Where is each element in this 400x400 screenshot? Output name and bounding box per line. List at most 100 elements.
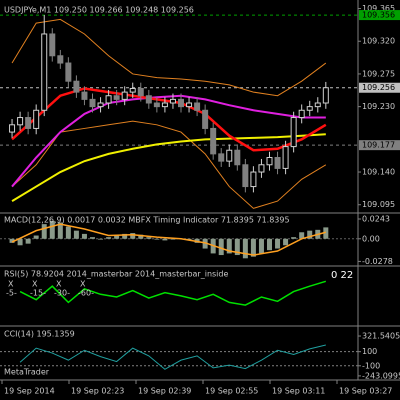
price-label: 109.177 (362, 141, 395, 150)
y-tick-label: -100 (362, 361, 380, 370)
pane-title: CCI(14) 195.1359 (4, 330, 75, 339)
candle-body (113, 95, 120, 100)
candle-body (322, 87, 329, 104)
corner-text: 0 22 (331, 270, 353, 281)
histogram-bar (73, 230, 79, 239)
candle-body (129, 87, 136, 93)
histogram-bar (218, 238, 224, 256)
histogram-bar (25, 238, 31, 244)
period-label: -15- (30, 289, 46, 298)
y-tick-label: 100 (362, 347, 377, 356)
candle-body (41, 33, 48, 111)
indicator-line (11, 120, 327, 209)
candle-body (137, 87, 144, 97)
y-tick-label: 109.275 (362, 69, 395, 78)
candle-body (65, 62, 72, 82)
candle-body (274, 157, 281, 169)
price-label: 109.256 (362, 83, 395, 92)
candle-body (266, 157, 273, 166)
histogram-bar (267, 238, 272, 251)
histogram-bar (146, 237, 152, 239)
candle-body (290, 117, 297, 148)
histogram-bar (234, 238, 240, 256)
candle-body (169, 98, 176, 104)
marker: X (32, 280, 38, 289)
period-label: -5- (6, 289, 17, 298)
histogram-bar (106, 237, 112, 239)
watermark: MetaTrader (4, 368, 50, 377)
marker: X (8, 280, 14, 289)
y-tick-label: 109.140 (362, 168, 395, 177)
candle-body (250, 171, 257, 188)
histogram-bar (65, 226, 71, 239)
y-tick-label: 109.230 (362, 102, 395, 111)
pane-title: USDJPYe,M1 109.250 109.266 109.248 109.2… (4, 6, 194, 15)
candle-body (298, 109, 305, 119)
histogram-bar (202, 238, 208, 249)
histogram-bar (90, 237, 95, 239)
candle-body (105, 95, 112, 104)
candle-body (226, 149, 233, 162)
histogram-bar (122, 233, 128, 239)
candle-body (9, 124, 16, 133)
candle-body (17, 117, 24, 126)
histogram-bar (242, 238, 248, 259)
candle-body (49, 33, 56, 57)
histogram-bar (49, 220, 55, 239)
indicator-line (11, 18, 327, 97)
period-label: -30- (54, 289, 70, 298)
candle-body (194, 102, 201, 111)
histogram-bar (81, 233, 87, 239)
histogram-bar (98, 238, 104, 240)
candle-body (282, 146, 289, 169)
y-tick-label: 109.095 (362, 200, 395, 209)
histogram-bar (33, 235, 39, 239)
price-label-box (359, 10, 400, 21)
price-label-box (359, 140, 400, 151)
histogram-bar (299, 232, 305, 239)
candle-body (186, 102, 193, 108)
indicator-line (19, 280, 327, 306)
candle-body (306, 106, 313, 111)
histogram-bar (258, 238, 264, 254)
indicator-line (11, 133, 326, 202)
y-tick-label: 109.365 (362, 4, 395, 13)
histogram-bar (154, 238, 160, 240)
histogram-bar (130, 233, 136, 239)
histogram-bar (291, 237, 297, 239)
y-tick-label: -243.0995 (362, 371, 400, 380)
x-tick-label: 19 Sep 03:27 (339, 387, 392, 396)
candle-body (153, 102, 160, 108)
y-tick-label: 0.0243 (362, 215, 390, 224)
marker: X (80, 280, 86, 289)
histogram-bar (57, 222, 63, 239)
indicator-line (11, 223, 327, 256)
candle-body (210, 127, 217, 155)
candle-body (57, 55, 64, 64)
histogram-bar (41, 224, 47, 239)
y-tick-label: 321.5405 (362, 332, 400, 341)
indicator-line (11, 87, 327, 152)
indicator-line (19, 344, 326, 370)
candle-body (178, 98, 184, 108)
candle-body (121, 91, 128, 100)
candle-body (145, 95, 152, 104)
price-label-box (359, 82, 400, 93)
candle-body (81, 91, 88, 100)
histogram-bar (323, 227, 329, 239)
histogram-bar (307, 230, 313, 239)
candle-body (73, 80, 80, 93)
candle-body (161, 102, 168, 108)
histogram-bar (114, 235, 120, 239)
histogram-bar (283, 238, 289, 246)
x-tick-label: 19 Sep 02:39 (138, 387, 191, 396)
marker: X (56, 280, 62, 289)
candle-body (202, 109, 209, 129)
candle-body (234, 149, 241, 166)
x-tick-label: 19 Sep 03:11 (272, 387, 325, 396)
x-tick-label: 19 Sep 2014 (4, 387, 55, 396)
candle-body (25, 117, 32, 129)
histogram-bar (17, 238, 23, 246)
